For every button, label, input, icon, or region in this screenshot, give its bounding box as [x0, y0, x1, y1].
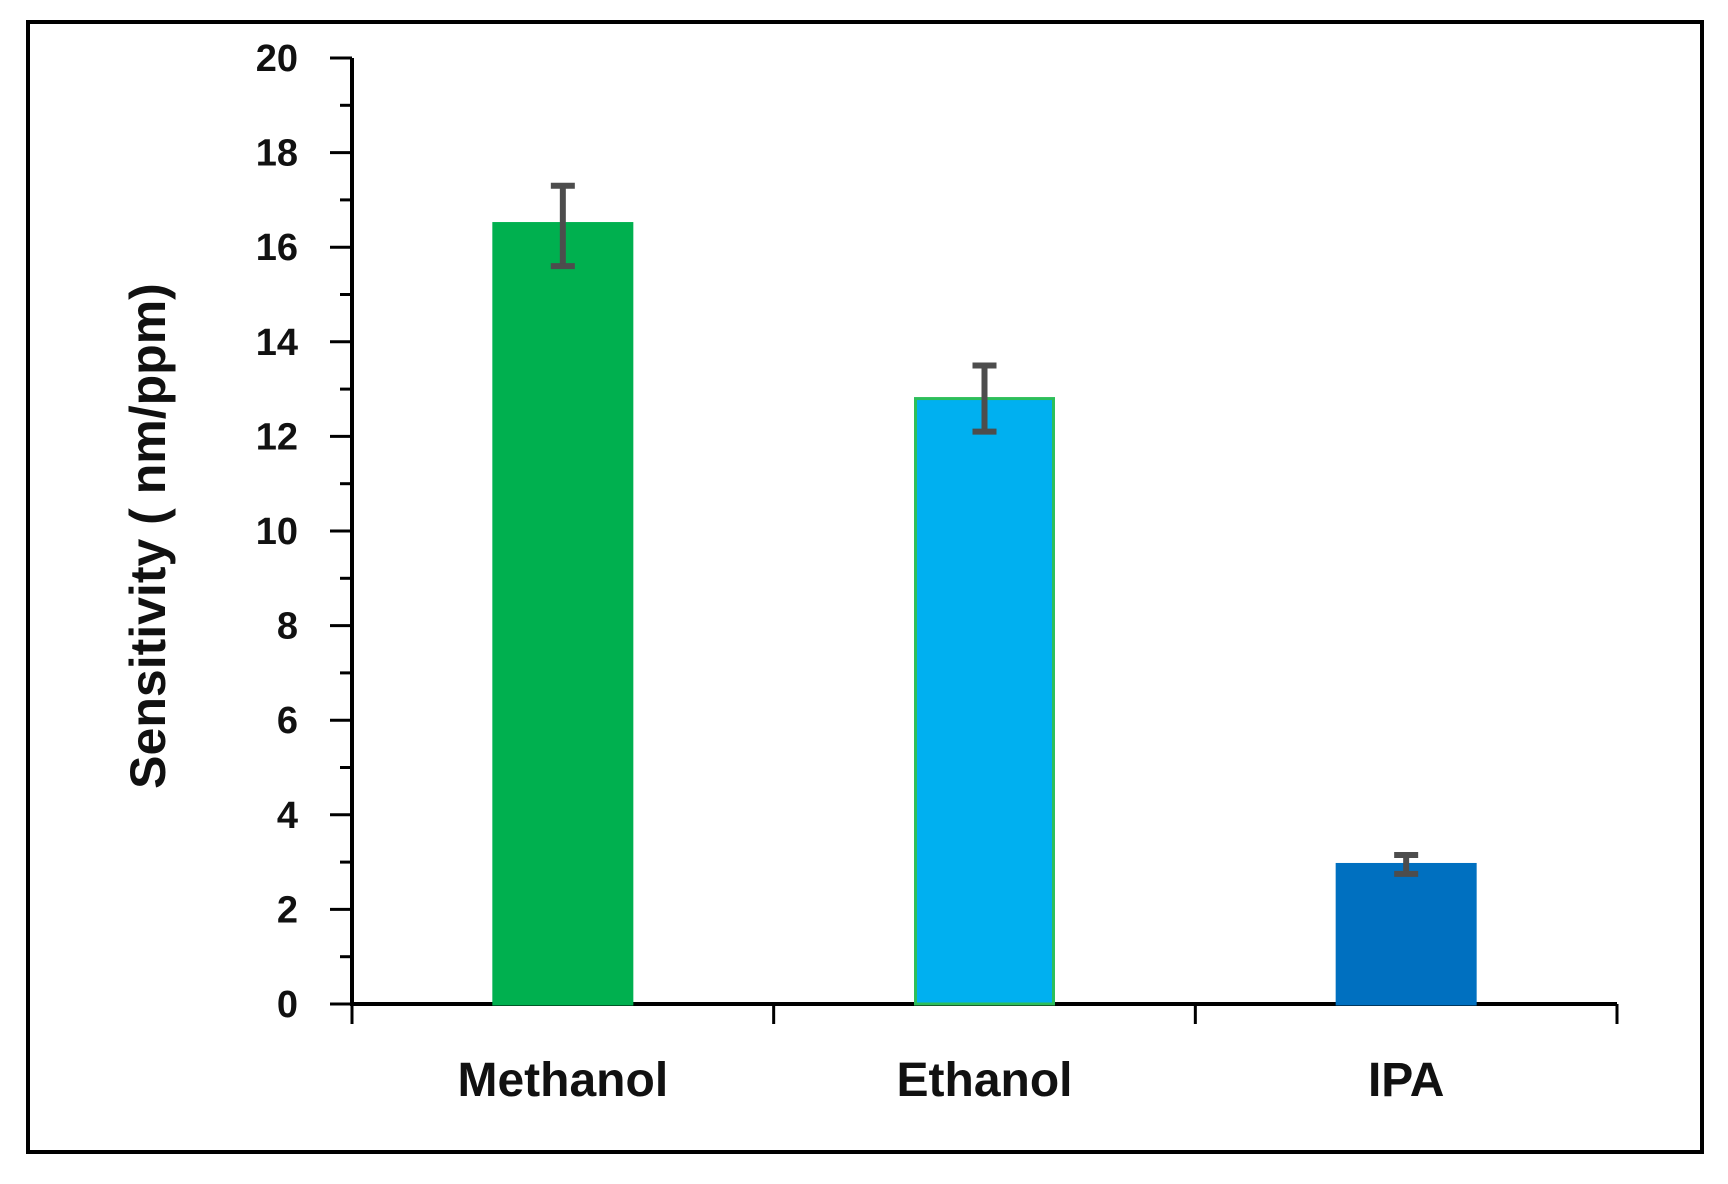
bar-ethanol [914, 397, 1055, 1006]
bars [492, 222, 1477, 1006]
y-axis-title: Sensitivity ( nm/ppm) [120, 283, 176, 789]
y-tick-label: 16 [256, 227, 298, 269]
y-tick-label: 0 [277, 984, 298, 1026]
y-tick-label: 18 [256, 133, 298, 175]
x-category-label: Ethanol [897, 1054, 1073, 1107]
bar-methanol [492, 222, 634, 1006]
y-tick-label: 12 [256, 416, 298, 458]
y-tick-label: 14 [256, 322, 298, 364]
y-tick-label: 2 [277, 889, 298, 931]
x-category-label: IPA [1368, 1054, 1444, 1107]
y-tick-label: 8 [277, 606, 298, 648]
y-tick-label: 6 [277, 700, 298, 742]
error-bars [550, 182, 1419, 877]
y-tick-label: 20 [256, 38, 298, 80]
y-tick-label: 10 [256, 511, 298, 553]
labels: 0 2 4 6 8 10 12 14 16 18 20 Methanol Ethanol IPA [256, 38, 1445, 1107]
y-tick-label: 4 [277, 795, 298, 837]
bar-ipa [1335, 862, 1477, 1006]
x-category-label: Methanol [458, 1054, 669, 1107]
